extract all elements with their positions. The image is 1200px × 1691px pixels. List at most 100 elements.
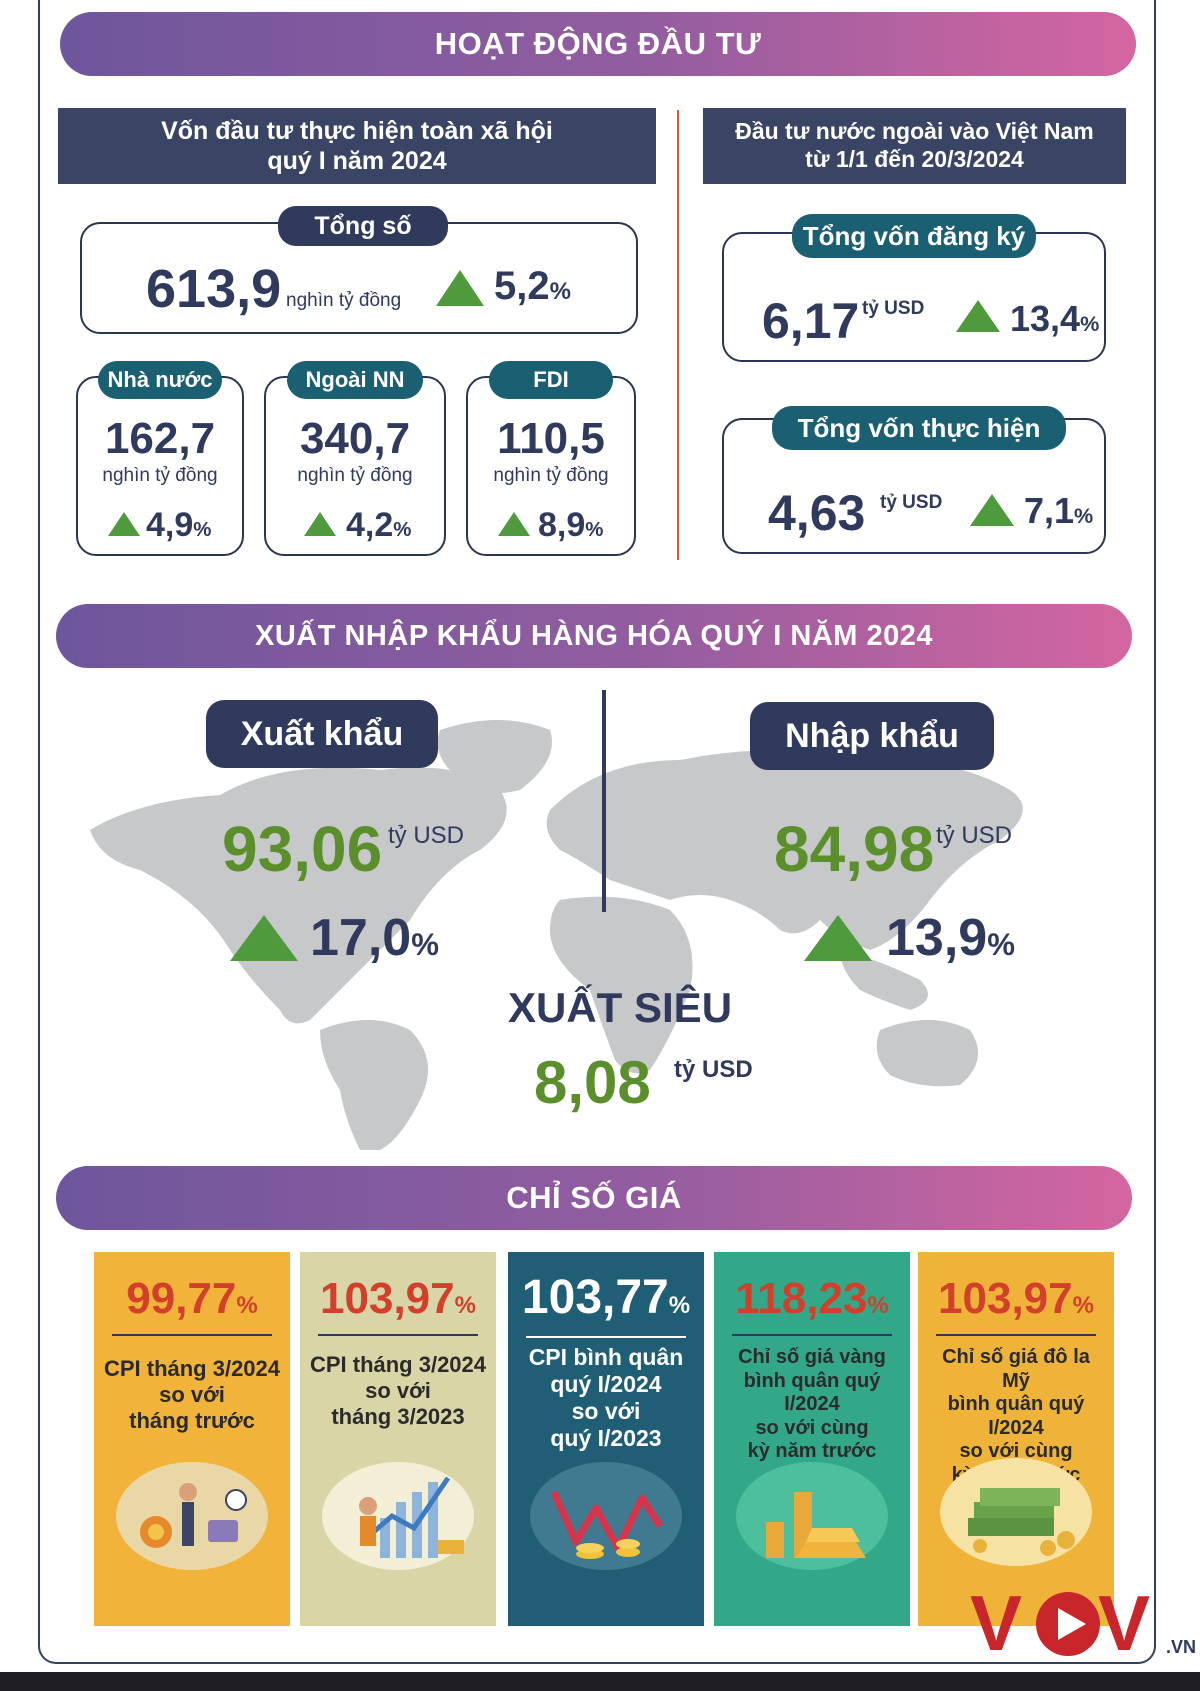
- trade-banner-title: XUẤT NHẬP KHẨU HÀNG HÓA QUÝ I NĂM 2024: [254, 619, 934, 652]
- price-card-4-value-pct: %: [867, 1292, 889, 1319]
- export-label-text: Xuất khẩu: [240, 714, 404, 753]
- private-investment-unit: nghìn tỷ đồng: [297, 465, 413, 486]
- price-card-4-value-number: 118,23: [735, 1274, 868, 1323]
- price-card-4-description: Chỉ số giá vàng bình quân quý I/2024 so …: [722, 1346, 902, 1464]
- export-growth-value: 17,0: [310, 909, 412, 967]
- implemented-capital-growth: 7,1%: [1024, 490, 1093, 532]
- vov-logo: V V .VN: [970, 1579, 1200, 1667]
- growth-chart-illustration-icon: [322, 1462, 474, 1570]
- private-investment-growth-value: 4,2: [346, 506, 394, 544]
- fdi-sector-investment-growth: 8,9%: [538, 506, 603, 545]
- fdi-header-line1: Đầu tư nước ngoài vào Việt Nam: [735, 118, 1094, 145]
- vov-logo-suffix: .VN: [1165, 1637, 1196, 1657]
- export-growth: 17,0%: [310, 908, 439, 968]
- export-value: 93,06: [222, 813, 383, 885]
- registered-capital-label-text: Tổng vốn đăng ký: [802, 220, 1026, 251]
- import-growth-value: 13,9: [886, 909, 988, 967]
- price-index-banner-title: CHỈ SỐ GIÁ: [506, 1180, 682, 1215]
- fdi-sector-investment-growth-pct: %: [585, 519, 604, 541]
- total-investment-growth-value: 5,2: [494, 264, 550, 308]
- infographic-frame: [38, 0, 1156, 1664]
- price-card-1-value: 99,77%: [94, 1274, 290, 1324]
- trade-surplus-value: 8,08: [534, 1049, 651, 1116]
- africa-shape: [550, 896, 693, 1074]
- svg-text:V: V: [1098, 1584, 1150, 1664]
- export-unit: tỷ USD: [388, 822, 465, 849]
- price-card-3-description: CPI bình quân quý I/2024 so với quý I/20…: [516, 1344, 696, 1453]
- total-investment-unit: nghìn tỷ đồng: [286, 290, 402, 311]
- price-card-3-value-pct: %: [668, 1292, 691, 1319]
- import-growth-pct: %: [987, 927, 1015, 962]
- import-value: 84,98: [774, 813, 935, 885]
- private-investment-box: [264, 376, 446, 556]
- trade-surplus-label: XUẤT SIÊU: [508, 984, 733, 1031]
- implemented-capital-label: Tổng vốn thực hiện: [772, 406, 1066, 450]
- total-investment-growth-pct: %: [549, 278, 571, 305]
- price-card-2-value-number: 103,97: [320, 1274, 455, 1323]
- registered-capital-label: Tổng vốn đăng ký: [792, 214, 1036, 258]
- price-card-3-desc-line4: quý I/2023: [550, 1425, 662, 1452]
- state-investment-label: Nhà nước: [98, 361, 222, 399]
- price-card-5-value: 103,97%: [918, 1274, 1114, 1324]
- price-card-4-value: 118,23%: [714, 1274, 910, 1324]
- price-card-3-desc-line3: so với: [571, 1398, 641, 1425]
- price-card-2-value-pct: %: [454, 1292, 476, 1319]
- implemented-capital-growth-value: 7,1: [1024, 490, 1075, 531]
- price-card-2-desc-line3: tháng 3/2023: [331, 1403, 465, 1429]
- fdi-sector-investment-unit: nghìn tỷ đồng: [493, 465, 609, 486]
- price-card-5-value-pct: %: [1072, 1292, 1094, 1319]
- coins-zigzag-illustration-icon: [530, 1462, 682, 1570]
- social-investment-header: Vốn đầu tư thực hiện toàn xã hội quý I n…: [58, 108, 656, 184]
- fdi-header-line2: từ 1/1 đến 20/3/2024: [805, 146, 1024, 172]
- price-card-1-value-pct: %: [236, 1292, 258, 1319]
- state-investment-unit: nghìn tỷ đồng: [102, 465, 218, 486]
- price-card-4-divider: [732, 1334, 892, 1336]
- registered-capital-unit: tỷ USD: [862, 298, 925, 319]
- price-card-2-desc-line2: so với: [365, 1377, 431, 1403]
- dollar-bills-illustration-icon: [940, 1458, 1092, 1566]
- state-investment-label-text: Nhà nước: [107, 367, 213, 392]
- private-investment-growth: 4,2%: [346, 506, 411, 545]
- section-divider-vertical: [677, 110, 679, 560]
- import-up-arrow-icon: [804, 915, 872, 961]
- social-investment-header-line2: quý I năm 2024: [267, 147, 447, 175]
- trade-surplus-unit: tỷ USD: [674, 1056, 753, 1083]
- price-card-5-desc-line3: so với cùng: [959, 1440, 1073, 1463]
- price-card-2-value: 103,97%: [300, 1274, 496, 1324]
- price-card-1-value-number: 99,77: [126, 1274, 237, 1323]
- world-map-graphic: [90, 720, 1023, 1150]
- australia-shape: [876, 1020, 978, 1087]
- implemented-capital-unit: tỷ USD: [880, 492, 943, 513]
- price-card-1-divider: [112, 1334, 272, 1336]
- state-investment-box: [76, 376, 244, 556]
- registered-capital-up-arrow-icon: [956, 300, 1000, 332]
- import-unit: tỷ USD: [936, 822, 1013, 849]
- state-investment-growth-value: 4,9: [146, 506, 194, 544]
- price-card-4-desc-line2: bình quân quý I/2024: [743, 1369, 881, 1416]
- price-card-4-desc-line4: kỳ năm trước: [747, 1440, 877, 1463]
- registered-capital-value: 6,17: [762, 293, 860, 349]
- price-card-3-desc-line2: quý I/2024: [550, 1371, 662, 1398]
- export-growth-pct: %: [411, 927, 439, 962]
- price-card-3-value: 103,77%: [508, 1270, 704, 1325]
- price-card-usd-index: 103,97% Chỉ số giá đô la Mỹ bình quân qu…: [918, 1252, 1114, 1626]
- greenland-shape: [437, 720, 552, 794]
- fdi-sector-investment-box: [466, 376, 636, 556]
- investment-banner-title: HOẠT ĐỘNG ĐẦU TƯ: [434, 26, 762, 61]
- registered-capital-growth: 13,4%: [1010, 298, 1099, 340]
- import-growth: 13,9%: [886, 908, 1015, 968]
- price-card-cpi-month-on-month: 99,77% CPI tháng 3/2024 so với tháng trư…: [94, 1252, 290, 1626]
- europe-asia-shape: [546, 750, 1023, 950]
- price-index-banner: CHỈ SỐ GIÁ: [56, 1166, 1132, 1230]
- total-investment-up-arrow-icon: [436, 270, 484, 306]
- total-investment-label-text: Tổng số: [314, 211, 412, 240]
- implemented-capital-up-arrow-icon: [970, 494, 1014, 526]
- import-label-text: Nhập khẩu: [785, 716, 959, 755]
- private-investment-growth-pct: %: [393, 519, 412, 541]
- price-card-5-desc-line2: bình quân quý I/2024: [947, 1393, 1085, 1439]
- state-investment-value: 162,7: [104, 414, 216, 463]
- trade-divider-vertical: [602, 690, 606, 912]
- private-investment-label: Ngoài NN: [287, 361, 423, 399]
- private-investment-value: 340,7: [299, 414, 411, 463]
- total-investment-growth: 5,2%: [494, 264, 571, 309]
